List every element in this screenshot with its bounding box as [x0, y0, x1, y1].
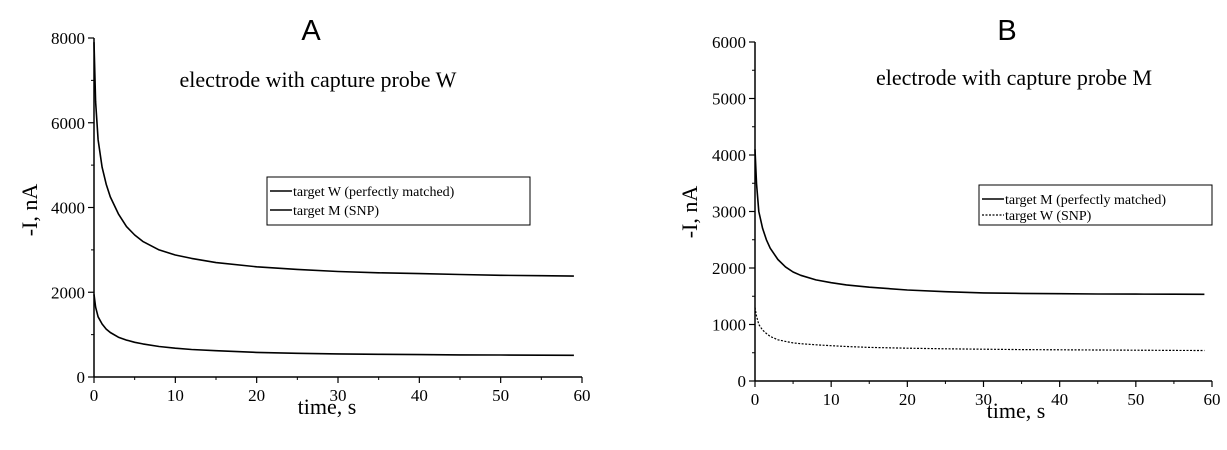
panel-b-y-tick-label: 2000 [712, 259, 746, 278]
panel-b-x-tick-label: 0 [751, 390, 760, 409]
panel-b-legend-box [978, 184, 1213, 226]
panel-a-x-tick-label: 20 [248, 386, 265, 405]
panel-b-y-tick-label: 3000 [712, 203, 746, 222]
panel-b-x-tick-label: 30 [975, 390, 992, 409]
panel-b-series-line-1 [754, 149, 1205, 296]
panel-a-letter: A [301, 15, 321, 47]
panel-a-subtitle: electrode with capture probe W [180, 67, 457, 92]
panel-b-series-line-2 [754, 307, 1205, 352]
panel-b-legend-label-2: target W (SNP) [1005, 209, 1092, 224]
panel-b-letter: B [997, 15, 1016, 47]
panel-a-x-tick-label: 0 [90, 386, 99, 405]
panel-b-y-tick-label: 4000 [712, 146, 746, 165]
panel-b-y-tick-label: 1000 [712, 316, 746, 335]
panel-a-x-axis-title: time, s [298, 394, 357, 419]
panel-a-series-line-2 [93, 294, 574, 357]
panel-b-x-tick-label: 40 [1051, 390, 1068, 409]
panel-a-series-line-1 [93, 42, 574, 277]
chart-panel-a: A electrode with capture probe W time, s… [17, 15, 591, 419]
panel-b-x-tick-label: 60 [1204, 390, 1221, 409]
panel-b-x-tick-label: 20 [899, 390, 916, 409]
panel-b-y-tick-label: 6000 [712, 33, 746, 52]
panel-b-y-axis-title: -I, nA [677, 186, 702, 239]
panel-a-y-tick-label: 6000 [51, 114, 85, 133]
panel-a-x-tick-label: 40 [411, 386, 428, 405]
panel-b-x-axis-title: time, s [987, 398, 1046, 423]
panel-a-y-tick-label: 0 [77, 368, 86, 387]
panel-b-legend-label-1: target M (perfectly matched) [1005, 193, 1166, 208]
panel-a-y-tick-label: 4000 [51, 199, 85, 218]
panel-a-x-tick-label: 50 [492, 386, 509, 405]
chart-panel-b: B electrode with capture probe M time, s… [677, 15, 1221, 423]
panel-a-x-tick-label: 10 [167, 386, 184, 405]
panel-a-x-tick-label: 30 [330, 386, 347, 405]
panel-a-y-tick-label: 8000 [51, 29, 85, 48]
panel-a-y-tick-label: 2000 [51, 283, 85, 302]
panel-a-legend-label-2: target M (SNP) [293, 204, 379, 219]
panel-b-x-tick-label: 50 [1127, 390, 1144, 409]
panel-a-y-axis-title: -I, nA [17, 184, 42, 237]
panel-a-x-tick-label: 60 [574, 386, 591, 405]
panel-a-legend-label-1: target W (perfectly matched) [293, 185, 455, 200]
panel-b-y-tick-label: 0 [738, 372, 747, 391]
panel-a-legend-box [266, 176, 531, 226]
panel-b-x-tick-label: 10 [823, 390, 840, 409]
panel-b-y-tick-label: 5000 [712, 90, 746, 109]
panel-b-subtitle: electrode with capture probe M [876, 65, 1152, 90]
